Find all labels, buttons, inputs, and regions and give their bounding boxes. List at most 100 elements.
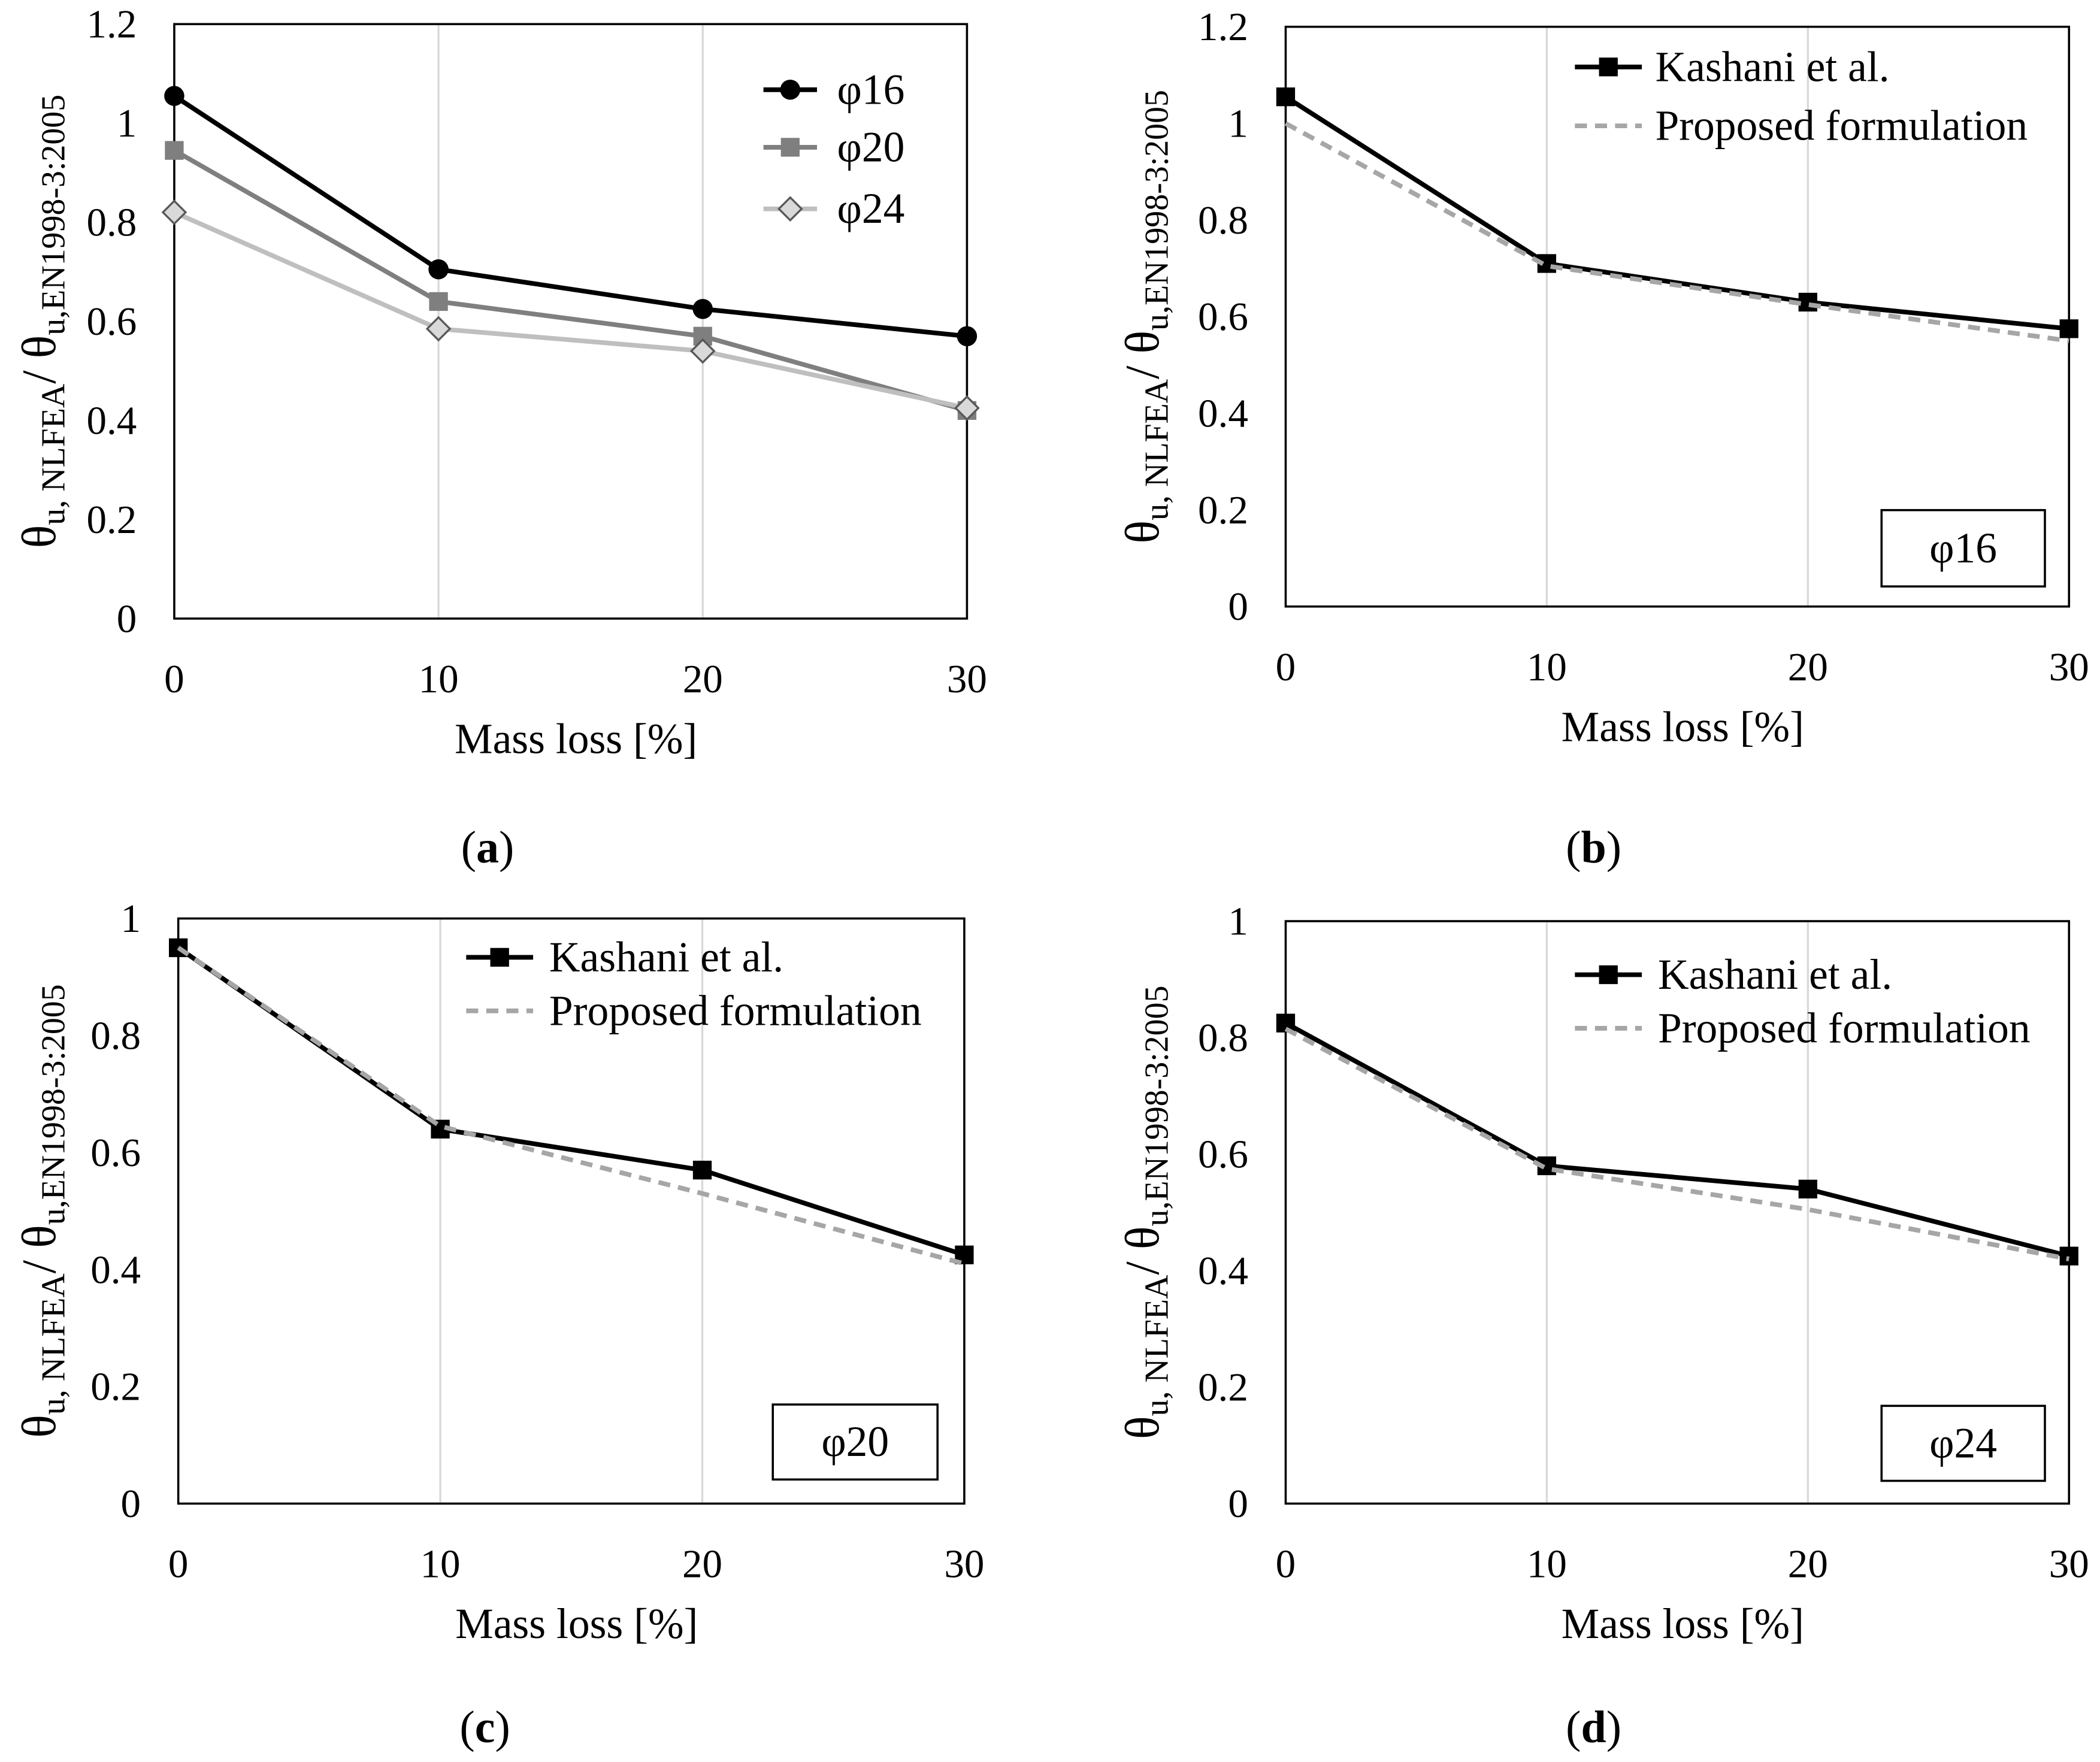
caption-open-paren: ( — [1566, 822, 1581, 873]
x-tick-label: 0 — [164, 656, 184, 701]
plot-area-frame — [173, 23, 969, 620]
data-point-phi16-x20 — [692, 299, 713, 319]
y-axis-title-symbol: θ — [1116, 520, 1169, 544]
data-point-phi20-x0 — [165, 141, 184, 160]
x-tick-label: 0 — [168, 1542, 189, 1587]
y-axis-title-subscript: u, NLFEA — [35, 384, 72, 525]
y-tick-label: 0.8 — [1198, 198, 1248, 243]
data-point-phi20-x10 — [429, 292, 448, 311]
y-axis-title: θu, NLFEA/ θu,EN1998-3:2005 — [13, 95, 72, 548]
data-point-phi16-x30 — [957, 326, 978, 347]
x-tick-label: 20 — [1788, 1542, 1828, 1587]
legend-marker-kashani-et-al — [1599, 965, 1618, 985]
legend-label-proposed-formulation: Proposed formulation — [1658, 1004, 2031, 1052]
data-point-phi24-x0 — [161, 199, 187, 225]
data-point-phi24-x20 — [689, 338, 716, 364]
series-proposed-formulation — [1284, 1027, 2069, 1261]
legend-label-proposed-formulation: Proposed formulation — [549, 987, 922, 1034]
caption-close-paren: ) — [499, 822, 514, 873]
y-tick-label: 0.4 — [1198, 391, 1248, 436]
data-point-phi24-x10 — [425, 316, 452, 342]
x-tick-label: 10 — [420, 1542, 461, 1587]
x-tick-label: 30 — [944, 1542, 984, 1587]
legend-label-kashani-et-al: Kashani et al. — [1655, 43, 1889, 90]
y-tick-label: 1 — [117, 101, 137, 146]
legend: φ16 φ20 φ24 — [763, 66, 905, 232]
caption-close-paren: ) — [1606, 1702, 1621, 1752]
y-tick-label: 0.2 — [87, 497, 137, 542]
data-point-phi24-x30 — [954, 395, 980, 421]
legend-label-kashani-et-al: Kashani et al. — [549, 934, 783, 981]
data-point-kashani-et-al-x0 — [1276, 87, 1296, 107]
y-axis-title-subscript: u,EN1998-3:2005 — [1139, 90, 1176, 331]
panel-label-box — [1880, 1404, 2046, 1482]
series-line-phi24 — [173, 210, 968, 411]
y-axis-title-subscript: u, NLFEA — [35, 1273, 72, 1415]
y-axis-title-symbol: θ — [13, 1415, 66, 1438]
y-axis-title-subscript: u,EN1998-3:2005 — [1139, 986, 1176, 1227]
legend: Kashani et al. Proposed formulation — [466, 934, 922, 1034]
caption-letter: c — [475, 1702, 495, 1752]
series-line-phi16 — [173, 93, 967, 339]
y-tick-label: 1 — [1228, 899, 1248, 944]
y-tick-label: 0.6 — [1198, 294, 1248, 339]
x-tick-label: 10 — [1527, 644, 1567, 689]
y-axis-title-symbol: θ — [1116, 1416, 1169, 1439]
legend-label-phi24: φ24 — [837, 185, 905, 232]
data-point-kashani-et-al-x20 — [692, 1161, 712, 1180]
legend-marker-kashani-et-al — [490, 947, 509, 967]
plot-area-frame — [1284, 25, 2071, 608]
y-axis-title-symbol: / θ — [1116, 331, 1169, 379]
y-axis-title: θu, NLFEA/ θu,EN1998-3:2005 — [1116, 986, 1176, 1439]
data-point-kashani-et-al-x20 — [1798, 292, 1817, 312]
legend-marker-phi16 — [780, 80, 801, 100]
y-tick-label: 0 — [117, 596, 137, 641]
panel-label-box — [771, 1403, 939, 1481]
caption-open-paren: ( — [459, 1702, 474, 1752]
data-point-kashani-et-al-x30 — [2059, 1246, 2078, 1266]
series-proposed-formulation — [177, 946, 965, 1266]
x-axis-title: Mass loss [%] — [455, 716, 697, 763]
x-tick-label: 30 — [947, 656, 987, 701]
y-tick-label: 0 — [1228, 584, 1248, 629]
legend-marker-kashani-et-al — [1599, 57, 1618, 77]
caption-close-paren: ) — [495, 1702, 510, 1752]
y-tick-label: 1 — [1228, 101, 1248, 146]
series-kashani-et-al — [1276, 87, 2078, 338]
panel-label-box — [1880, 508, 2046, 588]
y-axis-title-subscript: u,EN1998-3:2005 — [35, 95, 72, 335]
legend-label-phi16: φ16 — [837, 66, 905, 113]
series-proposed-formulation — [1284, 121, 2069, 343]
legend-marker-phi24 — [777, 196, 803, 222]
y-tick-label: 1 — [121, 896, 141, 941]
y-tick-label: 0.2 — [1198, 1365, 1248, 1410]
series-line-kashani-et-al — [1284, 1021, 2070, 1259]
legend: Kashani et al. Proposed formulation — [1575, 43, 2028, 150]
data-point-phi16-x10 — [428, 259, 449, 280]
y-axis-title-subscript: u,EN1998-3:2005 — [35, 984, 72, 1225]
x-axis-title: Mass loss [%] — [1562, 703, 1804, 750]
x-axis-title: Mass loss [%] — [455, 1600, 698, 1648]
y-tick-label: 0.8 — [87, 200, 137, 245]
x-tick-label: 0 — [1276, 1542, 1296, 1587]
caption-letter: b — [1581, 822, 1606, 873]
series-kashani-et-al — [1276, 1013, 2078, 1266]
y-tick-label: 0.6 — [90, 1130, 141, 1175]
series-line-phi20 — [173, 148, 968, 413]
plot-area-frame — [177, 917, 966, 1505]
x-tick-label: 0 — [1276, 644, 1296, 689]
y-axis-title-symbol: / θ — [13, 335, 66, 384]
y-tick-label: 0.8 — [1198, 1015, 1248, 1060]
panel-label: φ16 — [1929, 525, 1997, 572]
y-axis-title-symbol: / θ — [1116, 1227, 1169, 1275]
data-point-phi16-x0 — [164, 86, 184, 106]
y-tick-label: 0.4 — [1198, 1248, 1248, 1293]
series-phi24 — [161, 199, 980, 421]
caption-letter: a — [476, 822, 499, 873]
y-axis-title-subscript: u, NLFEA — [1139, 379, 1176, 520]
y-axis-title-subscript: u, NLFEA — [1139, 1275, 1176, 1416]
